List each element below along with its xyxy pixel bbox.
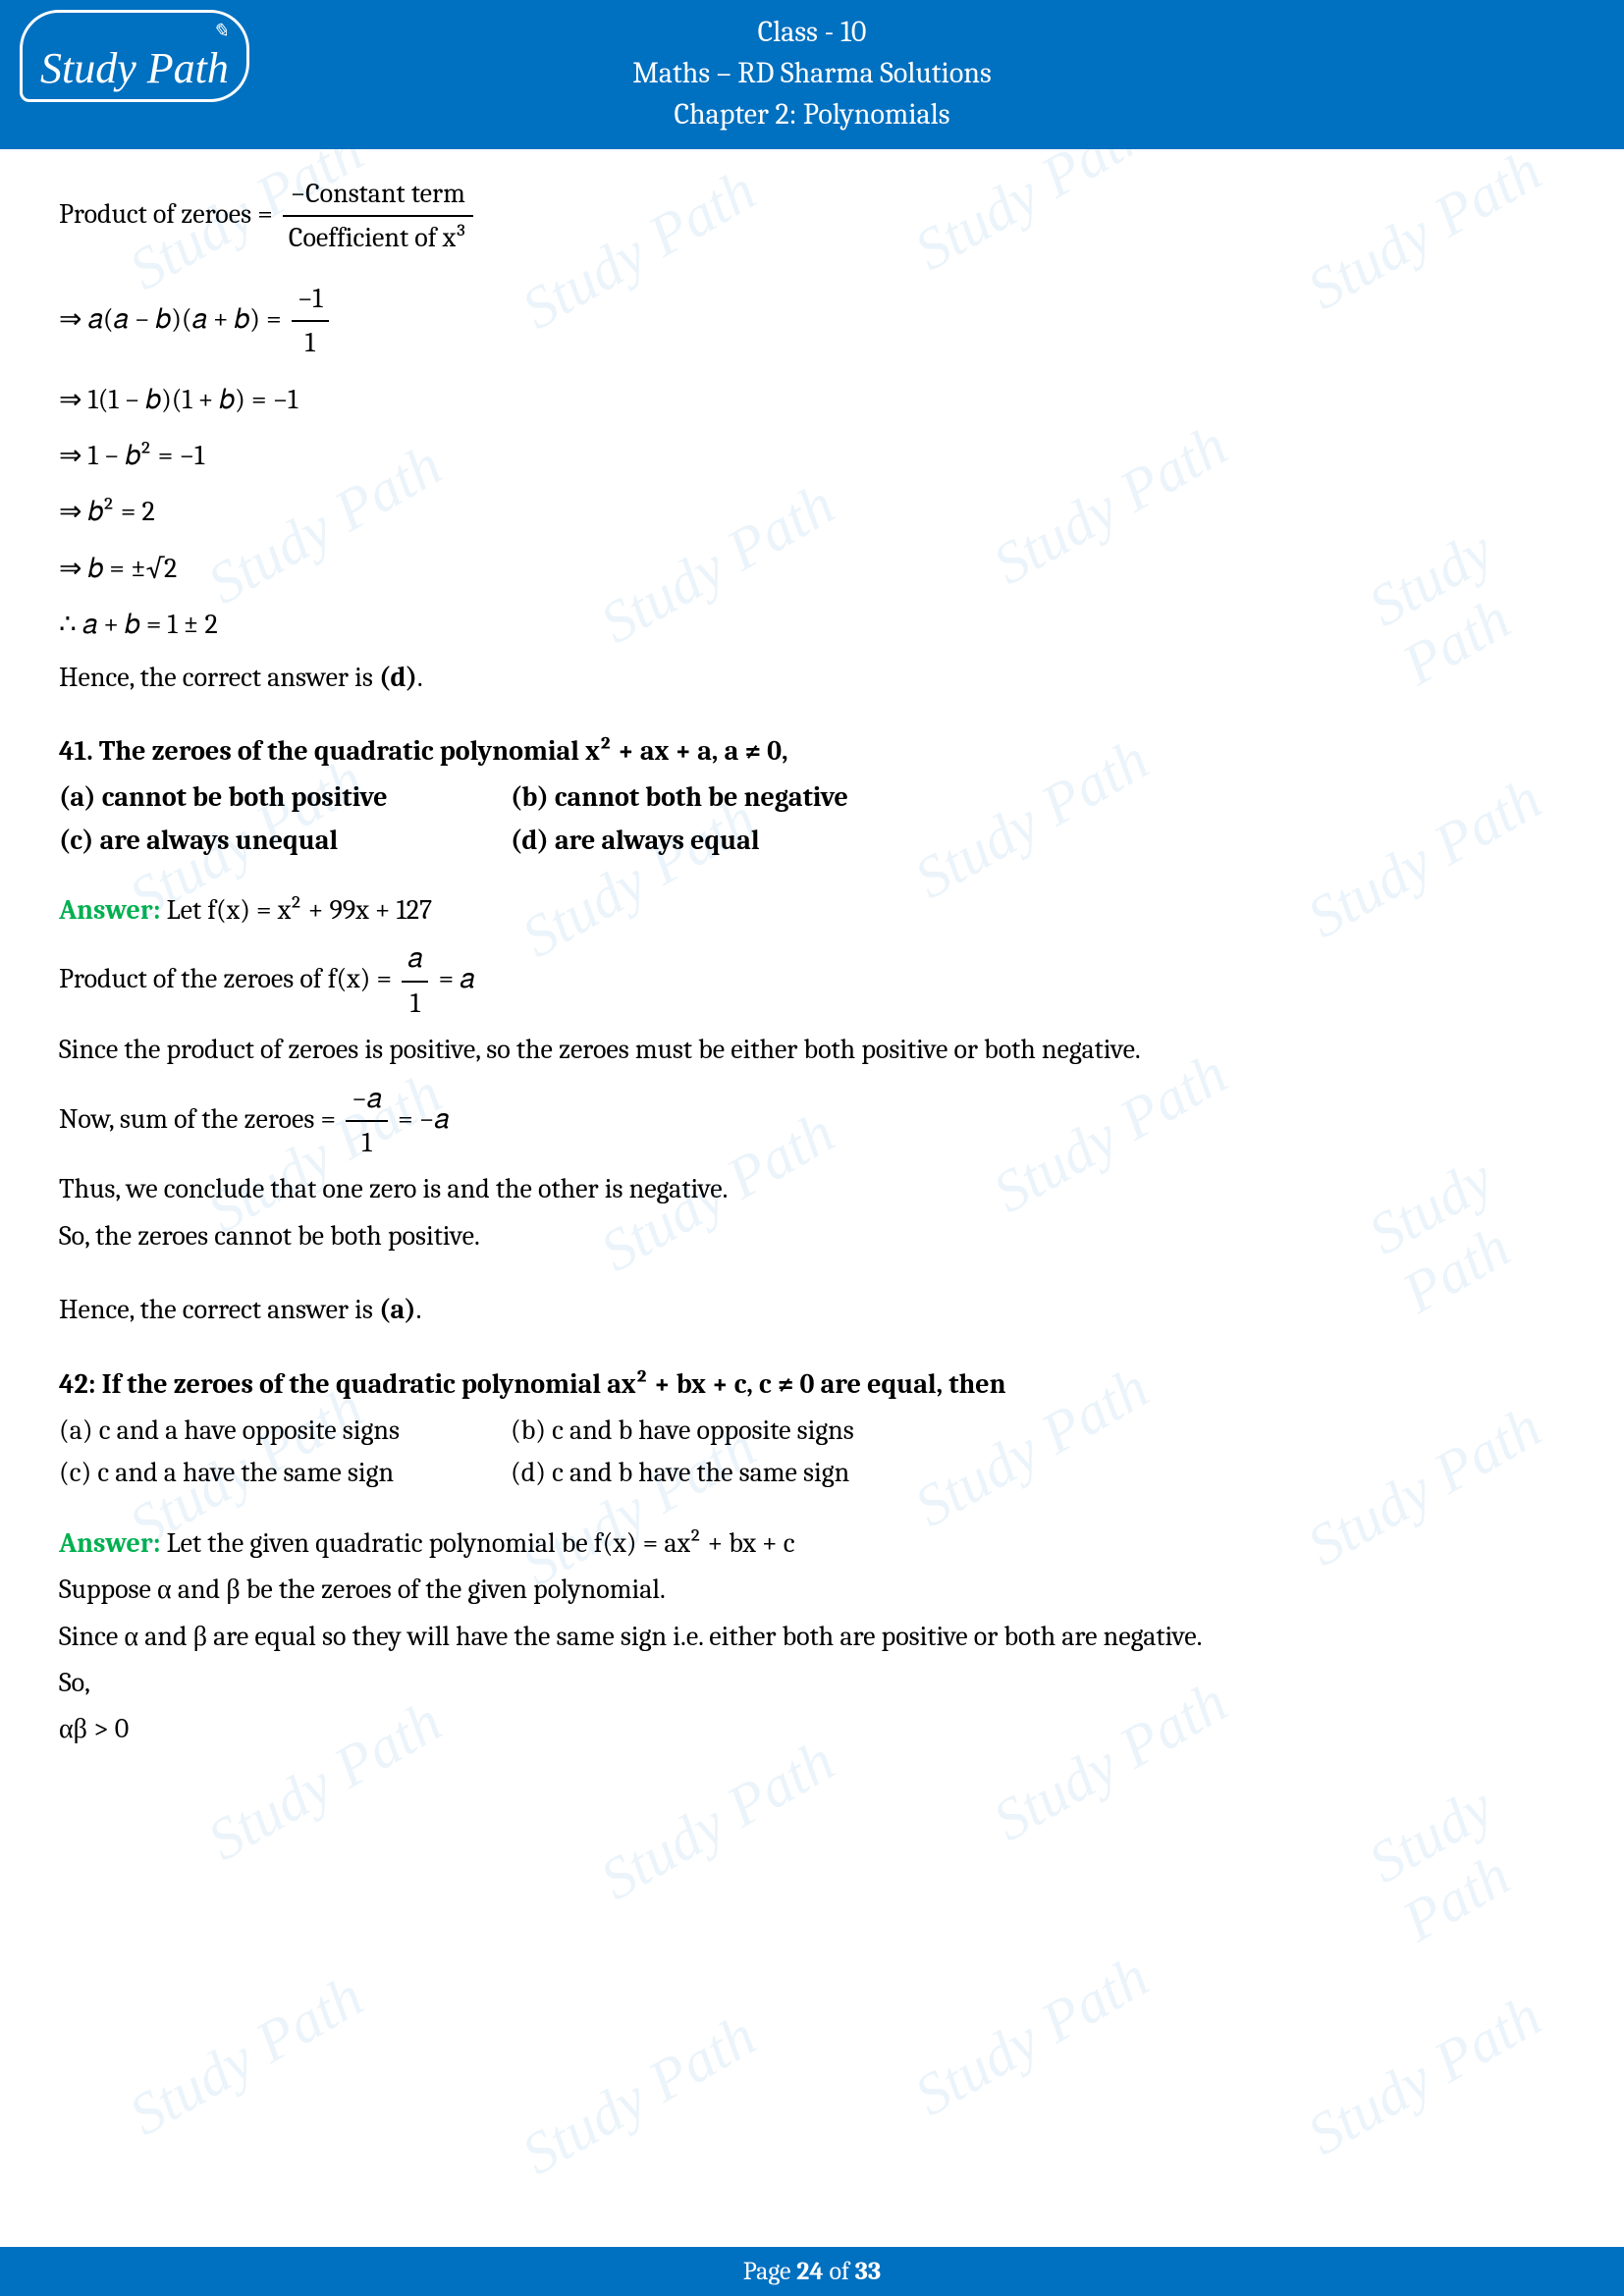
eq-rhs: = −𝑎 [398,1103,449,1135]
answer-text: Since the product of zeroes is positive,… [59,1029,1565,1071]
conclusion: Hence, the correct answer is (a). [59,1289,1565,1331]
header-chapter: Chapter 2: Polynomials [0,94,1624,135]
logo-text: Study Path [40,44,229,92]
footer-page: 24 [796,2257,824,2286]
equation-step: ⇒ 1(1 − 𝑏)(1 + 𝑏) = −1 [59,379,1565,421]
eq-lhs: ⇒ 𝑎(𝑎 − 𝑏)(𝑎 + 𝑏) = [59,303,282,335]
equation-step: ⇒ 𝑏 = ±√2 [59,548,1565,590]
options-row: (a) cannot be both positive (b) cannot b… [59,776,1565,819]
watermark-text: Study Path [118,1962,374,2150]
eq-rhs: = 𝑎 [439,963,475,994]
answer-text: So, the zeroes cannot be both positive. [59,1215,1565,1257]
answer-text: So, [59,1662,1565,1704]
answer-42: Answer: Let the given quadratic polynomi… [59,1522,1565,1565]
eq-lhs: Product of zeroes = [59,198,273,230]
conclusion-text: Hence, the correct answer is [59,662,379,693]
answer-text: Let f(x) = x² + 99x + 127 [167,894,433,926]
conclusion-dot: . [416,1294,422,1325]
answer-label: Answer: [59,1527,167,1559]
fraction: 𝑎 1 [402,937,428,1025]
question-42: 42: If the zeroes of the quadratic polyn… [59,1363,1565,1406]
denominator: 1 [402,983,428,1025]
page-footer: Page 24 of 33 [0,2247,1624,2296]
option-a: (a) c and a have opposite signs [59,1410,511,1452]
watermark-text: Study Path [511,2002,767,2189]
denominator: Coefficient of x³ [283,217,473,259]
watermark-text: Study Path [1296,1982,1552,2169]
answer-label: Answer: [59,894,167,926]
page-content: Product of zeroes = −Constant term Coeff… [0,149,1624,1751]
conclusion: Hence, the correct answer is (d). [59,657,1565,699]
fraction: −1 1 [292,278,329,365]
conclusion-answer: (a) [379,1294,416,1325]
answer-text: Suppose α and β be the zeroes of the giv… [59,1569,1565,1611]
answer-text: αβ > 0 [59,1708,1565,1750]
pen-icon: ✎ [40,19,229,43]
equation-step: ∴ 𝑎 + 𝑏 = 1 ± 2 [59,604,1565,646]
answer-text: Thus, we conclude that one zero is and t… [59,1168,1565,1210]
options-row: (a) c and a have opposite signs (b) c an… [59,1410,1565,1452]
footer-mid: of [824,2257,855,2286]
equation-step: ⇒ 𝑏² = 2 [59,491,1565,533]
numerator: −Constant term [283,173,473,217]
equation-step: ⇒ 1 − 𝑏² = −1 [59,435,1565,477]
watermark-text: Study Path [903,1943,1160,2130]
option-c: (c) c and a have the same sign [59,1452,511,1494]
conclusion-text: Hence, the correct answer is [59,1294,379,1325]
conclusion-dot: . [417,662,423,693]
question-41: 41. The zeroes of the quadratic polynomi… [59,730,1565,773]
option-c: (c) are always unequal [59,820,511,862]
denominator: 1 [292,322,329,364]
options-row: (c) c and a have the same sign (d) c and… [59,1452,1565,1494]
logo: ✎ Study Path [20,10,249,102]
conclusion-answer: (d) [379,662,417,693]
page-header: ✎ Study Path Class - 10 Maths – RD Sharm… [0,0,1624,149]
numerator: 𝑎 [402,937,428,982]
equation-step: ⇒ 𝑎(𝑎 − 𝑏)(𝑎 + 𝑏) = −1 1 [59,278,1565,365]
numerator: −1 [292,278,329,322]
options-row: (c) are always unequal (d) are always eq… [59,820,1565,862]
eq-lhs: Product of the zeroes of f(x) = [59,963,392,994]
watermark-text: Study Path [589,1727,845,1914]
eq-lhs: Now, sum of the zeroes = [59,1103,336,1135]
option-b: (b) c and b have opposite signs [511,1410,854,1452]
answer-equation: Product of the zeroes of f(x) = 𝑎 1 = 𝑎 [59,937,1565,1025]
option-b: (b) cannot both be negative [511,776,848,819]
option-a: (a) cannot be both positive [59,776,511,819]
footer-prefix: Page [743,2257,796,2286]
answer-equation: Now, sum of the zeroes = −𝑎 1 = −𝑎 [59,1078,1565,1165]
footer-total: 33 [855,2257,881,2286]
fraction: −𝑎 1 [346,1078,388,1165]
fraction: −Constant term Coefficient of x³ [283,173,473,260]
answer-text: Let the given quadratic polynomial be f(… [167,1527,795,1559]
equation-product-zeroes: Product of zeroes = −Constant term Coeff… [59,173,1565,260]
option-d: (d) are always equal [511,820,760,862]
answer-41: Answer: Let f(x) = x² + 99x + 127 [59,889,1565,932]
numerator: −𝑎 [346,1078,388,1122]
answer-text: Since α and β are equal so they will hav… [59,1616,1565,1658]
denominator: 1 [346,1122,388,1164]
option-d: (d) c and b have the same sign [511,1452,849,1494]
